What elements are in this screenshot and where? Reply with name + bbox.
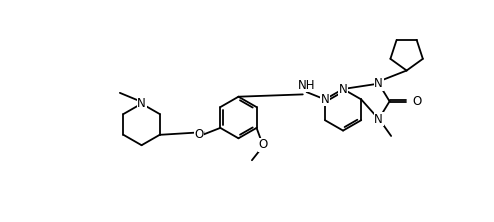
Text: N: N <box>374 77 383 90</box>
Text: N: N <box>137 97 146 110</box>
Text: N: N <box>321 93 329 106</box>
Text: NH: NH <box>298 79 315 92</box>
Text: O: O <box>258 138 267 151</box>
Text: O: O <box>412 95 421 108</box>
Text: O: O <box>194 128 204 141</box>
Text: N: N <box>374 113 383 125</box>
Text: N: N <box>339 83 347 95</box>
